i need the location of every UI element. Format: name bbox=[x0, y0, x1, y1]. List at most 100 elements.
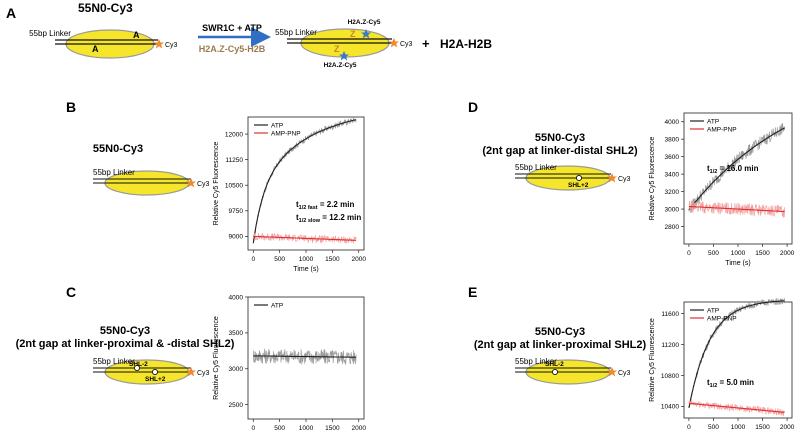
plot-frame bbox=[247, 116, 365, 251]
legend-entry: AMP-PNP bbox=[271, 130, 301, 137]
series-line-amp-pnp-raw bbox=[688, 400, 785, 417]
legend-entry: AMP-PNP bbox=[707, 315, 737, 322]
y-tick-label: 4000 bbox=[229, 294, 244, 301]
plot-frame bbox=[683, 301, 793, 419]
nucleosome-e: 55bp Linker SHL-2 Cy3 bbox=[515, 357, 631, 385]
cy3-star-icon bbox=[389, 38, 399, 48]
series-line-atp-fit bbox=[688, 300, 785, 409]
x-tick-label: 2000 bbox=[780, 250, 795, 257]
chart-b: 0 500 1000 1500 2000 9000 9750 10500 11250 12000 T… bbox=[213, 116, 366, 273]
legend-entry: ATP bbox=[707, 118, 719, 125]
legend-entry: AMP-PNP bbox=[707, 126, 737, 133]
chart-d: 0 500 1000 1500 2000 2800 3000 3200 3400 3600 3800… bbox=[649, 112, 795, 267]
x-tick-label: 1500 bbox=[755, 424, 770, 431]
y-tick-label: 3200 bbox=[665, 189, 680, 196]
panel-b-title: 55N0-Cy3 bbox=[93, 143, 143, 155]
x-tick-label: 500 bbox=[274, 256, 285, 263]
y-tick-label: 2500 bbox=[229, 402, 244, 409]
histone-z-label: Z bbox=[350, 29, 356, 39]
panel-letter-b: B bbox=[66, 99, 76, 115]
x-tick-label: 500 bbox=[708, 250, 719, 257]
cy3-label: Cy3 bbox=[618, 370, 631, 377]
y-axis-label: Relative Cy5 Fluorescence bbox=[649, 137, 656, 221]
series-line-atp-raw bbox=[252, 348, 357, 366]
gap-marker-icon bbox=[151, 368, 159, 376]
linker-label: 55bp Linker bbox=[93, 168, 135, 177]
nucleosome-d: 55bp Linker SHL+2 Cy3 bbox=[515, 163, 631, 191]
y-tick-label: 4000 bbox=[665, 119, 680, 126]
half-life-annotation: t1/2 slow = 12.2 min bbox=[296, 213, 361, 224]
linker-label: 55bp Linker bbox=[29, 29, 71, 38]
half-life-annotation: t1/2 = 5.0 min bbox=[707, 378, 754, 389]
nucleosome-b: 55bp Linker Cy3 bbox=[93, 168, 210, 196]
cy3-label: Cy3 bbox=[400, 41, 413, 48]
legend-entry: ATP bbox=[707, 307, 719, 314]
cy3-label: Cy3 bbox=[165, 42, 178, 49]
series-line-atp-fit bbox=[253, 355, 357, 358]
y-tick-label: 10800 bbox=[661, 373, 679, 380]
y-axis-label: Relative Cy5 Fluorescence bbox=[213, 316, 220, 400]
x-tick-label: 1000 bbox=[299, 425, 314, 432]
arrow-top-label: SWR1C + ATP bbox=[202, 23, 262, 33]
x-tick-label: 500 bbox=[708, 424, 719, 431]
x-tick-label: 1000 bbox=[731, 250, 746, 257]
linker-label: 55bp Linker bbox=[275, 28, 317, 37]
series-line-amp-pnp-raw bbox=[688, 200, 785, 218]
y-tick-label: 3000 bbox=[229, 366, 244, 373]
cy3-label: Cy3 bbox=[197, 181, 210, 188]
chart-c: 05001000150020002500300035004000Time (s)… bbox=[213, 294, 366, 432]
y-tick-label: 12000 bbox=[225, 131, 243, 138]
x-tick-label: 2000 bbox=[351, 256, 366, 263]
panel-letter-a: A bbox=[6, 5, 16, 21]
product-label: H2A-H2B bbox=[440, 37, 492, 51]
cy3-star-icon bbox=[186, 367, 196, 377]
panel-d-title-2: (2nt gap at linker-distal SHL2) bbox=[482, 145, 638, 157]
arrow-bottom-label: H2A.Z-Cy5-H2B bbox=[199, 44, 266, 54]
gap-marker-icon bbox=[551, 368, 559, 376]
x-tick-label: 0 bbox=[251, 425, 255, 432]
shl-label: SHL-2 bbox=[545, 361, 564, 368]
shl-label: SHL+2 bbox=[568, 182, 589, 189]
series-line-amp-pnp-fit bbox=[688, 205, 785, 213]
linker-label: 55bp Linker bbox=[515, 163, 557, 172]
y-axis-label: Relative Cy5 Fluorescence bbox=[649, 318, 656, 402]
linker-label: 55bp Linker bbox=[93, 357, 135, 366]
x-tick-label: 0 bbox=[687, 250, 691, 257]
histone-label: A bbox=[92, 44, 99, 54]
h2az-label: H2A.Z-Cy5 bbox=[348, 19, 381, 26]
series-line-atp-fit bbox=[252, 119, 357, 244]
cy3-star-icon bbox=[186, 178, 196, 188]
panel-letter-c: C bbox=[66, 284, 76, 300]
panel-d: D 55N0-Cy3 (2nt gap at linker-distal SHL… bbox=[468, 99, 795, 267]
x-axis-label: Time (s) bbox=[725, 260, 750, 267]
y-tick-label: 3600 bbox=[665, 154, 680, 161]
cy5-star-icon bbox=[361, 29, 371, 39]
y-tick-label: 11250 bbox=[225, 157, 243, 164]
linker-label: 55bp Linker bbox=[515, 357, 557, 366]
x-tick-label: 1500 bbox=[325, 256, 340, 263]
x-tick-label: 500 bbox=[274, 425, 285, 432]
series-line-amp-pnp-fit bbox=[688, 402, 785, 413]
y-axis-label: Relative Cy5 Fluorescence bbox=[213, 142, 220, 226]
gap-marker-icon bbox=[575, 174, 583, 182]
y-tick-label: 9000 bbox=[229, 234, 244, 241]
h2az-label: H2A.Z-Cy5 bbox=[324, 62, 357, 69]
half-life-annotation: t1/2 = 16.0 min bbox=[707, 164, 759, 175]
histone-z-label: Z bbox=[334, 44, 340, 54]
panel-letter-e: E bbox=[468, 284, 477, 300]
nucleosome-c: 55bp Linker SHL-2 SHL+2 Cy3 bbox=[93, 357, 210, 385]
y-tick-label: 11200 bbox=[661, 342, 679, 349]
legend-entry: ATP bbox=[271, 302, 283, 309]
half-life-annotation: t1/2 fast = 2.2 min bbox=[296, 200, 354, 211]
cy3-star-icon bbox=[607, 173, 617, 183]
nucleosome-a-left: 55bp Linker A A Cy3 bbox=[29, 29, 178, 59]
cy3-star-icon bbox=[154, 39, 164, 49]
legend-entry: ATP bbox=[271, 122, 283, 129]
legend: ATP bbox=[254, 302, 283, 309]
series-line-atp-raw bbox=[688, 297, 785, 408]
series-line-amp-pnp-fit bbox=[253, 235, 357, 241]
y-tick-label: 10500 bbox=[225, 183, 243, 190]
